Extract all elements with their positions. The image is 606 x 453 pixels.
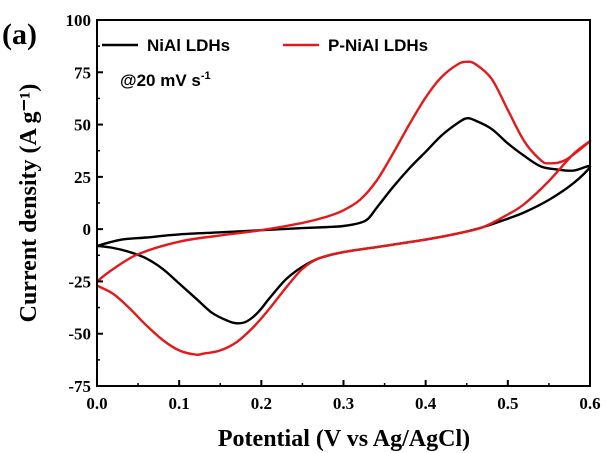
- x-tick-label: 0.5: [497, 394, 518, 413]
- legend-label-nial: NiAl LDHs: [147, 36, 230, 55]
- x-tick-label: 0.1: [169, 394, 190, 413]
- y-tick-label: 0: [83, 220, 92, 239]
- y-tick-label: 75: [74, 63, 91, 82]
- x-tick-label: 0.0: [86, 394, 107, 413]
- y-tick-label: -25: [68, 272, 91, 291]
- scan-rate-exponent: -1: [201, 70, 211, 82]
- x-tick-label: 0.6: [579, 394, 600, 413]
- x-axis-ticks: 0.0 0.1 0.2 0.3 0.4 0.5 0.6: [86, 380, 601, 413]
- x-tick-label: 0.4: [415, 394, 437, 413]
- legend: NiAl LDHs P-NiAl LDHs: [102, 36, 428, 55]
- y-tick-label: -75: [68, 377, 91, 396]
- legend-label-p-nial: P-NiAl LDHs: [328, 36, 428, 55]
- y-tick-label: 100: [66, 11, 92, 30]
- scan-rate-annotation: @20 mV s-1: [120, 70, 211, 90]
- panel-label: (a): [2, 18, 37, 51]
- y-tick-label: -50: [68, 325, 91, 344]
- plot-curves: [96, 60, 592, 356]
- x-tick-label: 0.2: [251, 394, 272, 413]
- x-tick-label: 0.3: [333, 394, 354, 413]
- y-axis-ticks: -75 -50 -25 0 25 50 75 100: [66, 11, 103, 396]
- y-tick-label: 25: [74, 168, 91, 187]
- y-tick-label: 50: [74, 116, 91, 135]
- x-axis-title: Potential (V vs Ag/AgCl): [218, 426, 470, 452]
- y-axis-title: Current density (A g⁻¹): [16, 84, 42, 323]
- series-line-0: [96, 117, 592, 325]
- scan-rate-text: @20 mV s: [120, 71, 201, 90]
- series-line-1: [96, 60, 592, 356]
